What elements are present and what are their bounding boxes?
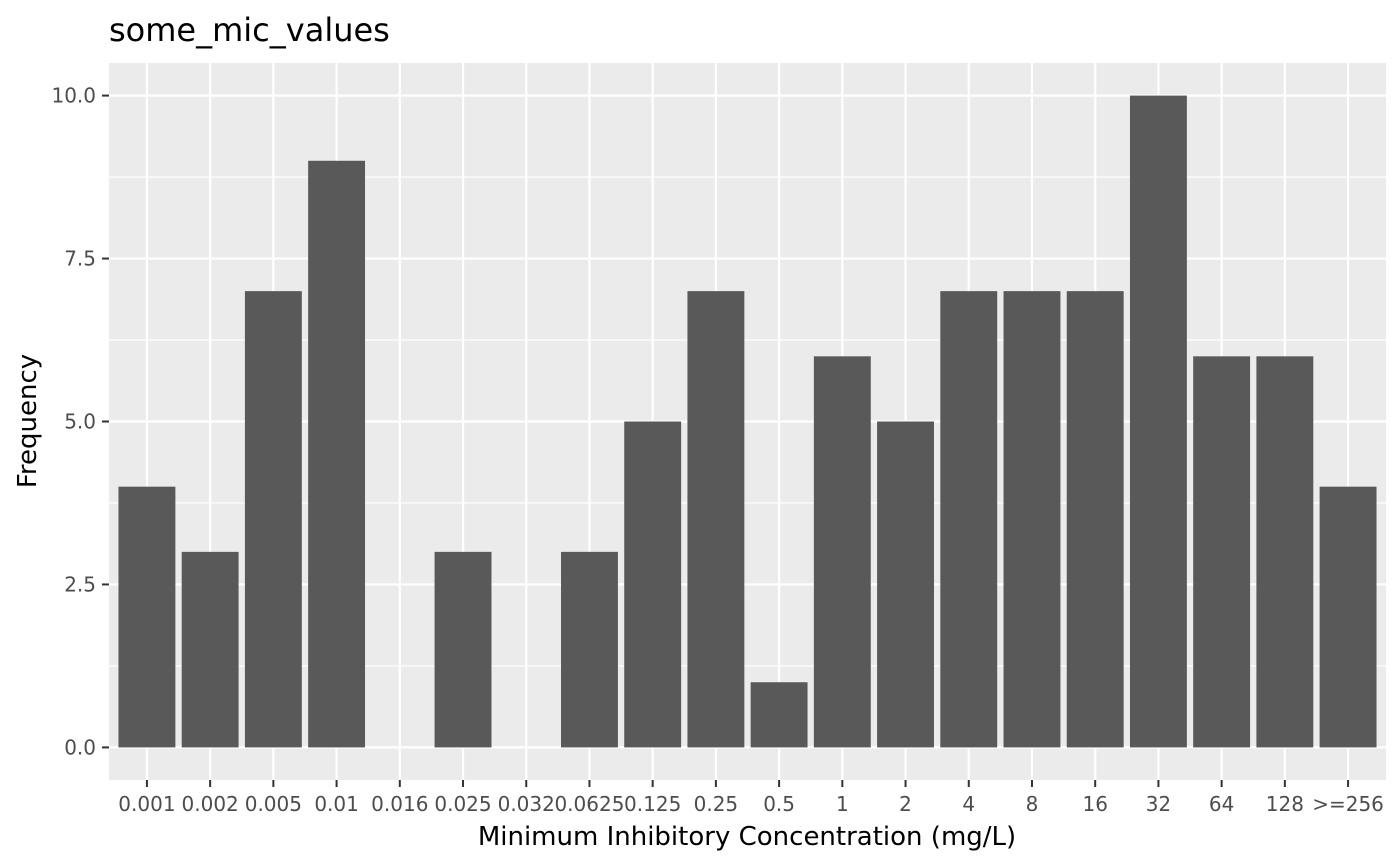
x-tick-label: 0.25 <box>694 792 739 816</box>
x-tick-label: 16 <box>1082 792 1107 816</box>
bar <box>308 160 366 748</box>
bar <box>813 356 871 748</box>
x-tick-label: 1 <box>836 792 849 816</box>
bar <box>244 291 302 748</box>
y-tick-label: 5.0 <box>64 410 96 434</box>
x-tick-label: 128 <box>1266 792 1304 816</box>
x-tick-label: 0.001 <box>118 792 175 816</box>
x-tick-label: >=256 <box>1312 792 1384 816</box>
bar <box>434 551 492 748</box>
y-axis-title: Frequency <box>13 354 43 488</box>
x-tick-label: 32 <box>1146 792 1171 816</box>
bar <box>687 291 745 748</box>
y-tick-label: 7.5 <box>64 247 96 271</box>
bar <box>877 421 934 748</box>
bar <box>1129 95 1187 748</box>
bar <box>624 421 682 748</box>
x-tick-label: 4 <box>962 792 975 816</box>
x-tick-label: 64 <box>1209 792 1234 816</box>
bar <box>1319 486 1377 748</box>
y-tick-label: 0.0 <box>64 735 96 759</box>
x-tick-label: 0.025 <box>434 792 491 816</box>
x-tick-label: 2 <box>899 792 912 816</box>
bar <box>1193 356 1251 748</box>
bar <box>561 551 618 748</box>
y-tick-label: 2.5 <box>64 572 96 596</box>
bar <box>1256 356 1314 748</box>
x-tick-label: 0.002 <box>182 792 239 816</box>
y-tick-label: 10.0 <box>51 84 96 108</box>
bar <box>940 291 998 748</box>
x-axis: 0.001 0.002 0.005 0.01 0.016 0.025 0.032 0.0625… <box>118 780 1384 816</box>
bars <box>118 95 1377 748</box>
bar <box>1003 291 1061 748</box>
chart-title: some_mic_values <box>109 11 390 49</box>
bar <box>118 486 176 748</box>
x-tick-label: 0.016 <box>371 792 428 816</box>
x-tick-label: 0.0625 <box>554 792 624 816</box>
x-tick-label: 0.125 <box>624 792 681 816</box>
bar <box>750 682 808 748</box>
x-tick-label: 0.5 <box>763 792 795 816</box>
bar <box>1066 291 1124 748</box>
x-axis-title: Minimum Inhibitory Concentration (mg/L) <box>478 822 1016 852</box>
x-tick-label: 0.032 <box>498 792 555 816</box>
x-tick-label: 0.005 <box>245 792 302 816</box>
x-tick-label: 8 <box>1026 792 1039 816</box>
bar <box>181 551 239 748</box>
y-axis: 0.0 2.5 5.0 7.5 10.0 <box>51 84 109 759</box>
x-tick-label: 0.01 <box>314 792 359 816</box>
